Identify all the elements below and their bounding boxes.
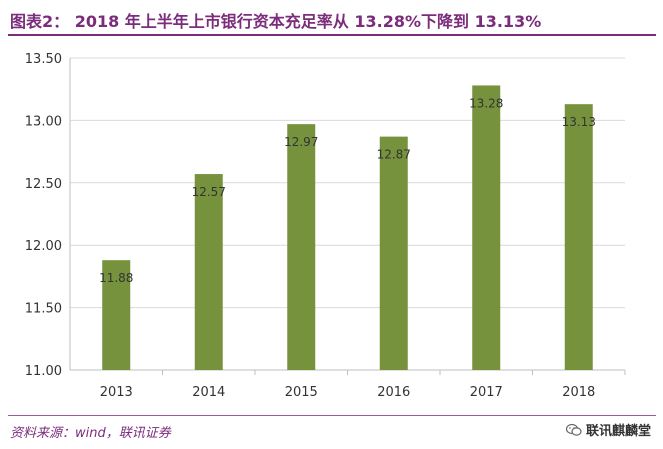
bar [472,85,501,371]
bar [379,136,408,370]
data-label: 12.87 [377,148,411,162]
x-tick-label: 2014 [192,385,225,400]
data-label: 13.13 [562,115,596,129]
y-tick-label: 13.50 [25,52,62,67]
data-label: 12.57 [192,185,226,199]
x-tick-label: 2016 [377,385,410,400]
y-tick-label: 13.00 [25,114,62,129]
x-tick-label: 2015 [285,385,318,400]
data-label: 11.88 [99,271,133,285]
watermark-text: 联讯麒麟堂 [585,424,651,439]
source-note: 资料来源：wind，联讯证券 [10,426,171,441]
title-divider [8,34,656,36]
x-tick-label: 2013 [100,385,133,400]
x-tick-label: 2017 [470,385,503,400]
bar [194,174,223,370]
chart-title: 图表2： 2018 年上半年上市银行资本充足率从 13.28%下降到 13.13… [10,12,542,31]
y-tick-label: 12.50 [25,177,62,192]
bar [564,104,593,371]
data-label: 13.28 [469,96,503,110]
x-tick-label: 2018 [562,385,595,400]
bar [102,260,131,370]
y-tick-label: 11.50 [25,302,62,317]
watermark: 联讯麒麟堂 [565,420,651,439]
bar-chart: 11.00 11.50 12.00 12.50 13.00 13.50 11.88 2013 1… [25,52,626,400]
y-tick-label: 12.00 [25,239,62,254]
wechat-icon [565,423,582,436]
data-label: 12.97 [284,135,318,149]
y-tick-label: 11.00 [25,364,62,379]
source-divider [8,415,656,416]
bar [287,124,316,370]
